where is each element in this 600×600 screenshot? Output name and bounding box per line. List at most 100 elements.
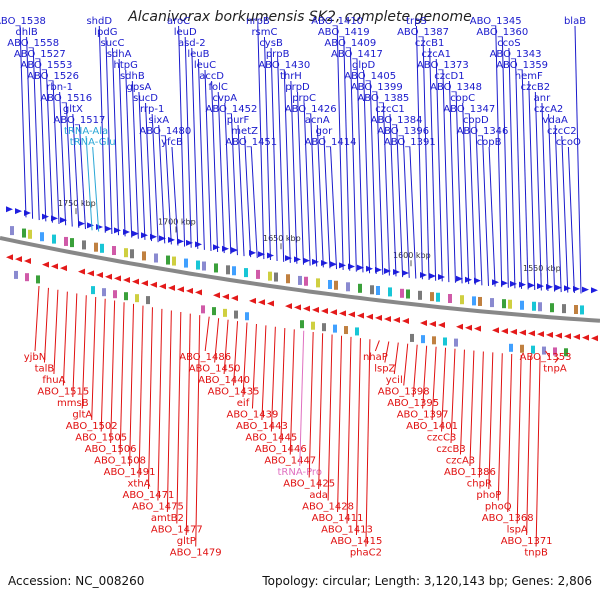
gene-label-bottom: ada: [309, 490, 328, 501]
strand-arrow: [492, 327, 499, 334]
gene-leader-line: [459, 349, 465, 455]
gene-label-bottom: ABO_1491: [104, 467, 156, 478]
strand-arrow: [528, 282, 535, 289]
gene-leader-line: [43, 287, 49, 363]
strand-arrow: [474, 325, 481, 332]
gene-leader-line: [34, 285, 40, 352]
feature-block: [550, 303, 554, 313]
gene-leader-line: [299, 330, 305, 467]
gene-leader-line: [171, 146, 179, 246]
gene-label-top: gpsA: [127, 82, 152, 93]
gene-label-bottom: yjbN: [24, 352, 47, 363]
gene-label-bottom: ABO_1368: [482, 513, 534, 524]
gene-label-top: sucD: [133, 93, 158, 104]
strand-arrow: [78, 220, 85, 227]
gene-label-bottom: ABO_1502: [66, 421, 118, 432]
gene-label-bottom: tnpB: [524, 548, 548, 559]
gene-leader-line: [263, 36, 271, 261]
gene-label-top: ABO_1387: [397, 27, 449, 38]
feature-block: [135, 294, 139, 303]
feature-block: [113, 290, 117, 299]
strand-arrow: [474, 277, 481, 284]
gene-leader-line: [72, 293, 78, 398]
strand-arrow: [456, 323, 463, 330]
strand-arrow: [96, 224, 103, 231]
gene-leader-line: [409, 146, 417, 279]
feature-block: [10, 226, 14, 236]
gene-label-top: ABO_1385: [357, 93, 409, 104]
gene-leader-line: [389, 113, 397, 277]
strand-arrow: [546, 283, 553, 290]
strand-arrow: [375, 314, 382, 321]
kbp-tick-label: 1650 kbp: [263, 234, 301, 243]
gene-label-top: accD: [199, 71, 224, 82]
feature-block: [234, 310, 238, 319]
feature-block: [172, 256, 176, 266]
gene-leader-line: [415, 25, 423, 280]
gene-label-bottom: ABO_1415: [331, 536, 383, 547]
gene-label-bottom: ABO_1401: [406, 421, 458, 432]
feature-block: [274, 272, 278, 282]
gene-label-top: ABO_1430: [258, 60, 310, 71]
strand-arrow: [285, 255, 292, 262]
gene-leader-line: [251, 323, 257, 409]
gene-label-top: ABO_1399: [351, 82, 403, 93]
gene-label-top: copD: [463, 115, 489, 126]
gene-label-top: prpB: [266, 49, 290, 60]
feature-block: [538, 302, 542, 312]
gene-leader-line: [396, 124, 404, 278]
feature-block: [36, 275, 40, 284]
strand-arrow: [186, 287, 193, 294]
gene-leader-line: [402, 135, 410, 278]
feature-block: [300, 320, 304, 329]
gene-leader-line: [384, 341, 390, 363]
gene-leader-line: [431, 346, 437, 421]
gene-label-top: ABO_1391: [384, 137, 436, 148]
feature-block: [502, 299, 506, 309]
gene-label-bottom: phaC2: [350, 548, 382, 559]
strand-arrow: [60, 217, 67, 224]
gene-leader-line: [204, 69, 212, 251]
gene-label-top: folC: [209, 82, 228, 93]
gene-label-bottom: ABO_1475: [132, 502, 184, 513]
strand-arrow: [105, 273, 112, 280]
gene-label-bottom: ABO_1413: [321, 525, 373, 536]
strand-arrow: [393, 316, 400, 323]
feature-block: [102, 288, 106, 297]
feature-block: [70, 238, 74, 248]
gene-leader-line: [112, 47, 119, 236]
gene-leader-line: [242, 322, 248, 398]
gene-leader-line: [343, 36, 351, 271]
gene-label-top: tRNA-Glu: [70, 137, 116, 148]
strand-arrow: [195, 241, 202, 248]
strand-arrow: [510, 280, 517, 287]
feature-block: [388, 287, 392, 297]
feature-block: [201, 305, 205, 314]
feature-block: [508, 299, 512, 309]
gene-leader-line: [508, 47, 516, 289]
strand-arrow: [231, 247, 238, 254]
gene-leader-line: [554, 357, 560, 363]
strand-arrow: [519, 329, 526, 336]
feature-block: [25, 273, 29, 282]
gene-label-bottom: ABO_1446: [255, 444, 307, 455]
strand-arrow: [312, 258, 319, 265]
gene-leader-line: [184, 36, 192, 248]
strand-arrow: [24, 257, 31, 264]
strand-arrow: [366, 313, 373, 320]
gene-label-top: ABO_1360: [476, 27, 528, 38]
feature-block: [432, 336, 436, 345]
strand-arrow: [294, 256, 301, 263]
gene-leader-line: [323, 135, 331, 269]
gene-leader-line: [521, 69, 529, 290]
feature-block: [64, 236, 68, 246]
strand-arrow: [141, 280, 148, 287]
gene-label-bottom: ABO_1479: [170, 548, 222, 559]
gene-leader-line: [403, 343, 409, 386]
gene-leader-line: [164, 135, 172, 245]
kbp-tick-label: 1750 kbp: [58, 199, 96, 208]
gene-label-top: sdhB: [120, 71, 145, 82]
gene-label-bottom: ABO_1486: [179, 352, 231, 363]
gene-leader-line: [59, 91, 67, 226]
